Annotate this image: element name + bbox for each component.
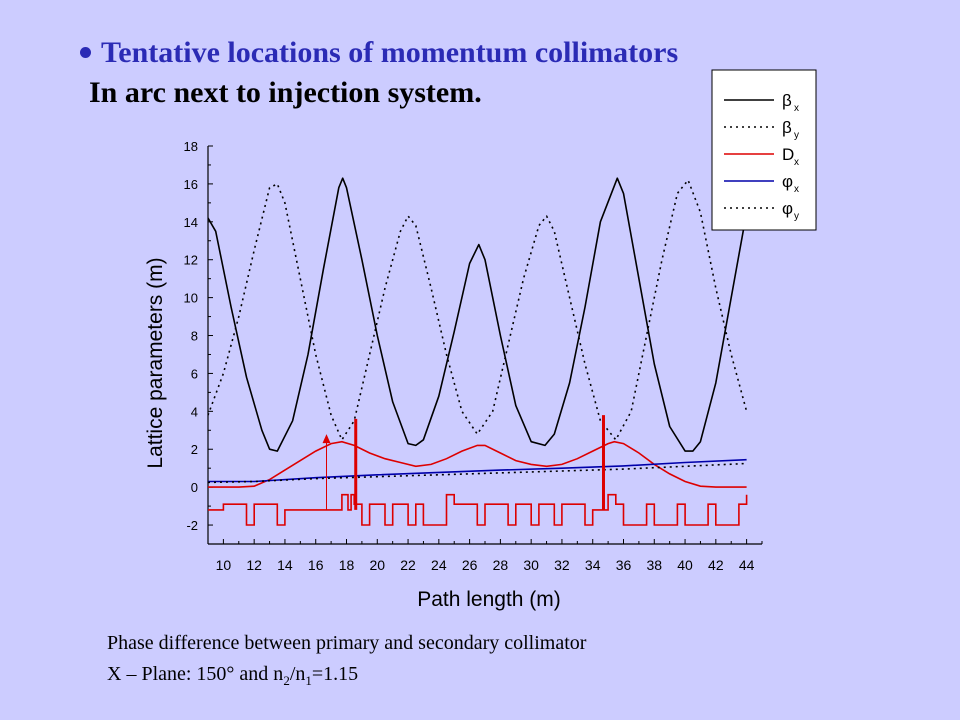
y-tick-label: 12 bbox=[184, 253, 198, 268]
injection-arrow-head bbox=[322, 434, 331, 444]
series-layer bbox=[208, 177, 748, 526]
y-tick-label: 16 bbox=[184, 177, 198, 192]
plane-note-mid: /n bbox=[289, 663, 306, 685]
series-line-βx bbox=[208, 177, 748, 452]
x-tick-label: 18 bbox=[339, 557, 355, 573]
legend-sub-φy: y bbox=[794, 211, 799, 222]
legend-label-φy: φ bbox=[782, 199, 793, 218]
y-tick-label: 8 bbox=[191, 329, 198, 344]
x-tick-label: 26 bbox=[462, 557, 478, 573]
y-tick-label: 14 bbox=[184, 215, 198, 230]
plane-note-prefix: X – Plane: 150° and n bbox=[107, 663, 284, 685]
x-tick-label: 38 bbox=[646, 557, 662, 573]
y-tick-label: 6 bbox=[191, 366, 198, 381]
slide-title: Tentative locations of momentum collimat… bbox=[80, 36, 678, 70]
legend-sub-Dx: x bbox=[794, 157, 799, 168]
phase-note: Phase difference between primary and sec… bbox=[107, 632, 587, 654]
legend-label-βx: β bbox=[782, 91, 792, 110]
x-tick-label: 22 bbox=[400, 557, 416, 573]
plane-note: X – Plane: 150° and n2/n1=1.15 bbox=[107, 663, 358, 689]
y-tick-label: 2 bbox=[191, 442, 198, 457]
legend-label-Dx: D bbox=[782, 145, 794, 164]
legend-box bbox=[711, 69, 817, 231]
n2-subscript: 2 bbox=[283, 673, 290, 688]
x-tick-label: 40 bbox=[677, 557, 693, 573]
legend-sub-βy: y bbox=[794, 130, 799, 141]
x-tick-label: 14 bbox=[277, 557, 293, 573]
x-tick-label: 16 bbox=[308, 557, 324, 573]
y-tick-label: 10 bbox=[184, 291, 198, 306]
y-tick-label: 4 bbox=[191, 404, 198, 419]
n1-subscript: 1 bbox=[305, 673, 312, 688]
legend-sub-φx: x bbox=[794, 184, 799, 195]
x-tick-label: 28 bbox=[493, 557, 509, 573]
x-tick-label: 20 bbox=[369, 557, 385, 573]
x-axis-label: Path length (m) bbox=[417, 588, 561, 611]
slide-title-text: Tentative locations of momentum collimat… bbox=[101, 36, 679, 69]
legend-label-βy: β bbox=[782, 118, 792, 137]
x-tick-label: 42 bbox=[708, 557, 724, 573]
y-axis-label: Lattice parameters (m) bbox=[144, 257, 167, 468]
series-line-φx bbox=[208, 458, 747, 483]
legend-label-φx: φ bbox=[782, 172, 793, 191]
x-tick-label: 24 bbox=[431, 557, 447, 573]
series-line-βy bbox=[208, 179, 748, 441]
bullet-icon bbox=[80, 46, 91, 58]
x-tick-label: 36 bbox=[616, 557, 632, 573]
x-tick-label: 34 bbox=[585, 557, 601, 573]
y-tick-label: -2 bbox=[186, 518, 198, 533]
slide-subtitle: In arc next to injection system. bbox=[89, 76, 482, 109]
x-tick-label: 32 bbox=[554, 557, 570, 573]
y-tick-label: 0 bbox=[191, 480, 198, 495]
x-tick-label: 44 bbox=[739, 557, 755, 573]
series-line-Dx bbox=[208, 440, 747, 488]
legend-sub-βx: x bbox=[794, 103, 799, 114]
y-tick-label: 18 bbox=[184, 139, 198, 154]
x-tick-label: 10 bbox=[216, 557, 232, 573]
x-tick-label: 30 bbox=[523, 557, 539, 573]
legend: β xβ yD xφ xφ y bbox=[711, 69, 817, 231]
x-tick-label: 12 bbox=[246, 557, 262, 573]
plane-note-suffix: =1.15 bbox=[311, 663, 359, 685]
series-line-elements bbox=[208, 493, 748, 526]
